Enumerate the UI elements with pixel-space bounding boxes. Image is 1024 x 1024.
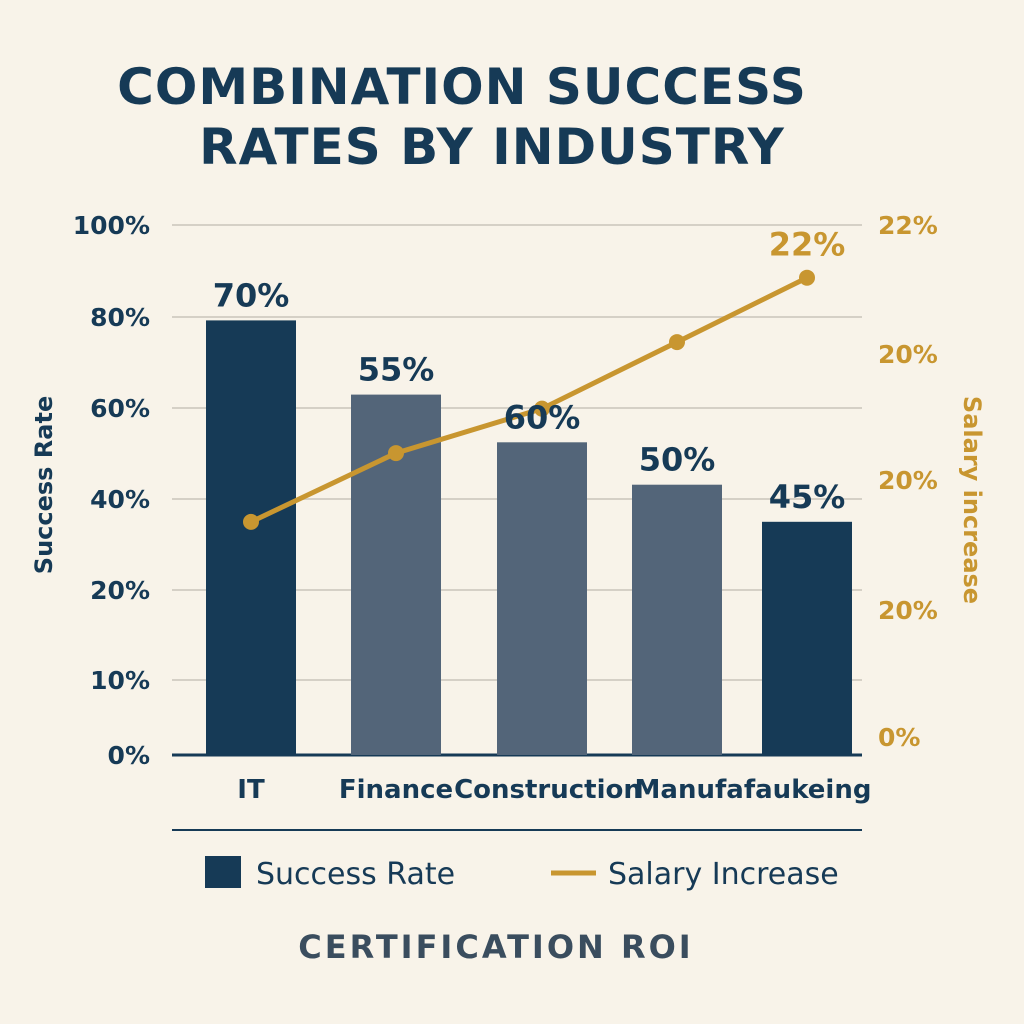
y-axis-label-left: Success Rate xyxy=(30,396,58,574)
bars xyxy=(206,320,852,755)
y-tick-right-4: 0% xyxy=(878,723,920,752)
category-label-1: Finance xyxy=(339,775,453,805)
category-label-0: IT xyxy=(237,775,265,805)
bar-3 xyxy=(632,484,722,755)
y-tick-left-3: 40% xyxy=(90,485,150,514)
y-axis-ticks: 100% 80% 60% 40% 20% 10% 0% 22% 20% 20% 20% 0% xyxy=(73,211,938,770)
salary-point-3 xyxy=(669,334,685,351)
salary-point-1 xyxy=(388,445,404,462)
legend-label-success-rate: Success Rate xyxy=(256,857,455,892)
salary-point-label: 22% xyxy=(769,226,846,264)
bar-label-2: 60% xyxy=(504,398,581,436)
y-tick-right-2: 20% xyxy=(878,466,938,495)
y-tick-left-5: 10% xyxy=(90,666,150,695)
y-tick-right-1: 20% xyxy=(878,340,938,369)
bar-4 xyxy=(762,521,852,755)
bar-2 xyxy=(497,442,587,755)
bar-label-4: 45% xyxy=(769,478,846,516)
category-label-3: Manufafaukeing xyxy=(635,775,872,805)
salary-point-4 xyxy=(799,269,815,286)
salary-line xyxy=(243,269,815,530)
salary-point-0 xyxy=(243,513,259,530)
bar-0 xyxy=(206,320,296,755)
chart-title-line-1: COMBINATION SUCCESS xyxy=(117,58,807,116)
legend: Success Rate Salary Increase xyxy=(205,856,839,892)
y-tick-right-0: 22% xyxy=(878,211,938,240)
y-tick-left-0: 100% xyxy=(73,211,150,240)
data-labels: 70% 55% 60% 50% 45% 22% xyxy=(213,226,846,516)
legend-label-salary-increase: Salary Increase xyxy=(608,857,839,892)
bar-label-3: 50% xyxy=(639,441,716,479)
y-axis-label-right: Salary increase xyxy=(958,396,986,604)
salary-point-2 xyxy=(534,400,550,417)
footer-text: CERTIFICATION ROI xyxy=(298,928,693,966)
y-tick-left-4: 20% xyxy=(90,576,150,605)
legend-swatch-success-rate xyxy=(205,856,241,888)
y-tick-left-6: 0% xyxy=(108,741,150,770)
chart-title-line-2: RATES BY INDUSTRY xyxy=(199,118,785,176)
bar-label-1: 55% xyxy=(358,351,435,389)
y-tick-left-2: 60% xyxy=(90,394,150,423)
bar-label-0: 70% xyxy=(213,276,290,314)
y-tick-right-3: 20% xyxy=(878,596,938,625)
category-label-2: Construction xyxy=(454,775,642,805)
y-tick-left-1: 80% xyxy=(90,303,150,332)
